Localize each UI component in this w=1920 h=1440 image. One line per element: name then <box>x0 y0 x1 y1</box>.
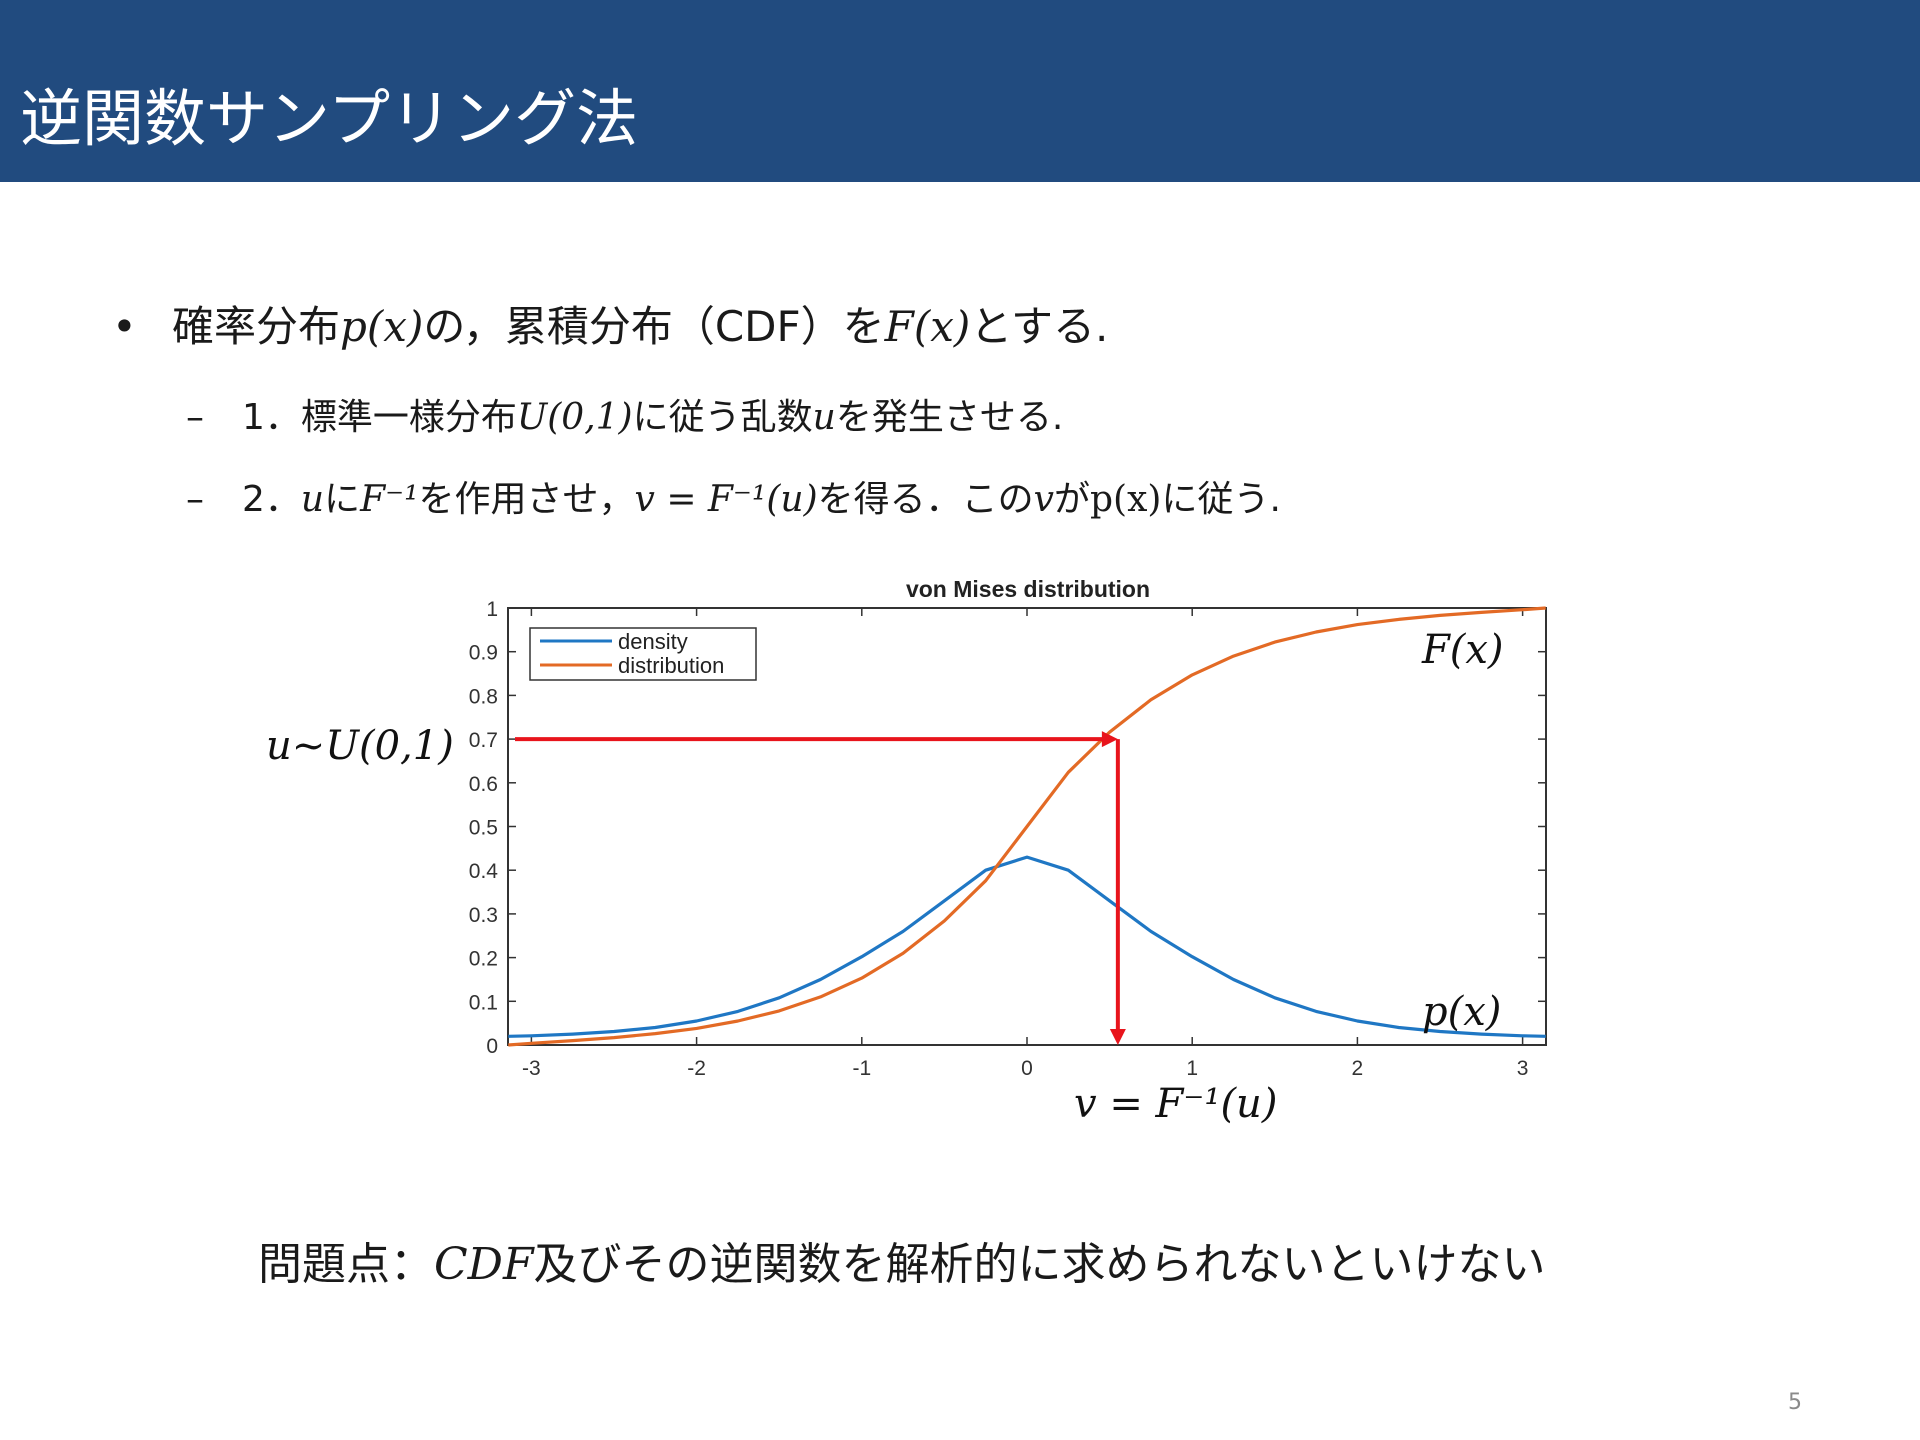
sub-bullet-1: –1．標準一様分布U(0,1)に従う乱数uを発生させる. <box>186 396 1063 439</box>
y-tick-label: 0.8 <box>469 685 498 708</box>
sub1-text-3: を発生させる. <box>835 397 1064 438</box>
series-line-distribution <box>508 606 1546 1047</box>
sub2-text-2: を作用させ， <box>418 479 635 520</box>
main-math-px: p(x) <box>340 302 424 351</box>
sub1-math-U: U(0,1) <box>516 397 633 438</box>
chart-title: von Mises distribution <box>906 576 1150 602</box>
problem-note: 問題点：CDF及びその逆関数を解析的に求められないといけない <box>258 1228 1545 1292</box>
x-tick-label: 1 <box>1186 1057 1198 1080</box>
sub2-math-px: p(x) <box>1090 479 1162 520</box>
x-tick-label: 0 <box>1021 1057 1033 1080</box>
y-tick-label: 0.2 <box>469 948 498 971</box>
u-label: u~U(0,1) <box>266 723 454 769</box>
arrowhead-down-icon <box>1109 1029 1126 1045</box>
x-tick-label: -2 <box>687 1057 706 1080</box>
sub-bullet-2: –2．uにF⁻¹を作用させ，v = F⁻¹(u)を得る．このvがp(x)に従う. <box>186 478 1281 521</box>
arrowhead-right-icon <box>1101 731 1118 748</box>
y-tick-label: 0.6 <box>469 773 498 796</box>
sub1-text-2: に従う乱数 <box>632 397 813 438</box>
x-tick-label: -1 <box>852 1057 871 1080</box>
sub2-text-1: に <box>324 479 361 520</box>
main-bullet: • 確率分布p(x)の，累積分布（CDF）をF(x)とする. <box>112 302 1108 352</box>
sub2-number: 2． <box>242 479 301 520</box>
y-tick-label: 0.3 <box>469 904 498 927</box>
note-text-1: 問題点： <box>258 1239 434 1290</box>
y-tick-label: 0 <box>486 1035 498 1058</box>
sub2-text-3: を得る．この <box>817 479 1034 520</box>
y-tick-label: 0.4 <box>469 860 499 883</box>
slide-title: 逆関数サンプリング法 <box>20 82 639 155</box>
sub-dash-icon: – <box>186 479 204 520</box>
title-bar: 逆関数サンプリング法 <box>0 0 1920 182</box>
y-tick-label: 0.9 <box>469 642 498 665</box>
y-tick-label: 1 <box>486 598 498 621</box>
bullet-dot-icon: • <box>112 302 137 351</box>
main-text-1: 確率分布 <box>172 302 341 351</box>
x-tick-label: -3 <box>522 1057 541 1080</box>
x-tick-label: 2 <box>1352 1057 1364 1080</box>
sub1-number: 1． <box>242 397 301 438</box>
v-label: v = F⁻¹(u) <box>1074 1081 1278 1127</box>
sub-dash-icon: – <box>186 397 204 438</box>
sub2-math-v-eq: v = F⁻¹(u) <box>634 479 818 520</box>
legend-density-label: density <box>618 629 688 654</box>
note-math-cdf: CDF <box>434 1239 534 1290</box>
main-text-2: の，累積分布（CDF）を <box>423 302 885 351</box>
sub2-math-v: v <box>1033 479 1054 520</box>
main-text-3: とする. <box>970 302 1109 351</box>
sub2-text-4: が <box>1053 479 1090 520</box>
note-text-2: 及びその逆関数を解析的に求められないといけない <box>533 1239 1546 1290</box>
chart-legend: density distribution <box>529 627 757 681</box>
main-math-Fx: F(x) <box>884 302 971 351</box>
sub1-math-u: u <box>812 397 836 438</box>
y-tick-label: 0.7 <box>469 729 498 752</box>
F-label: F(x) <box>1422 627 1504 673</box>
legend-distribution-label: distribution <box>618 653 724 678</box>
series-line-density <box>508 855 1546 1038</box>
page-number: 5 <box>1788 1390 1802 1415</box>
sub2-text-5: に従う. <box>1161 479 1281 520</box>
sub2-math-u: u <box>300 479 325 520</box>
y-tick-label: 0.5 <box>469 817 498 840</box>
y-tick-label: 0.1 <box>469 991 498 1014</box>
x-tick-label: 3 <box>1517 1057 1529 1080</box>
sub2-math-Finv: F⁻¹ <box>360 479 419 520</box>
sub1-text-1: 標準一様分布 <box>300 397 517 438</box>
p-label: p(x) <box>1422 989 1502 1035</box>
